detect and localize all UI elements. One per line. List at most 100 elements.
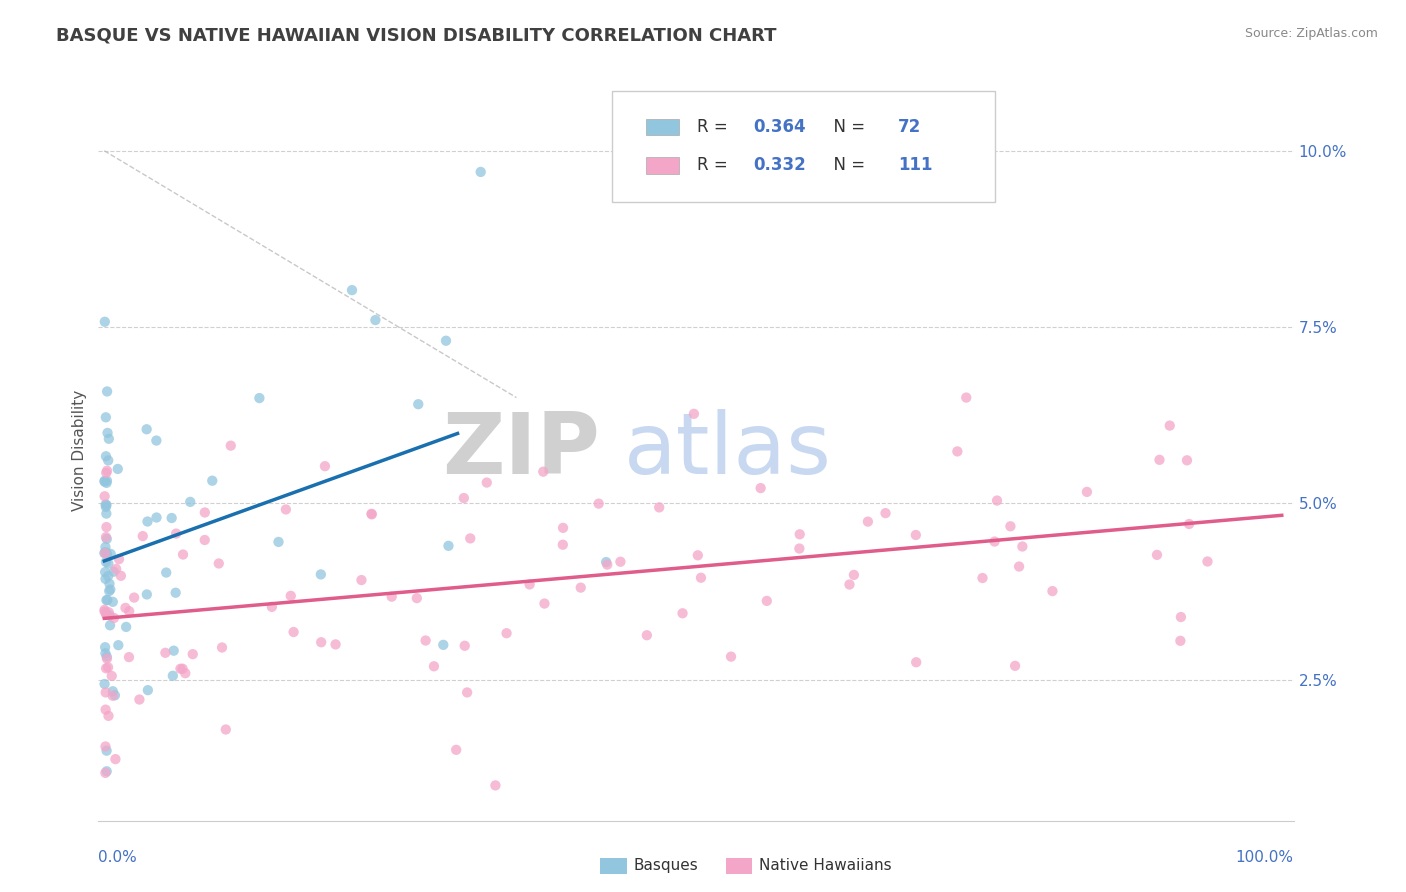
Point: [96, 507, 118, 521]
Point: [454, 639, 477, 653]
Point: [108, 552, 131, 566]
Point: [423, 659, 446, 673]
Point: [97, 605, 120, 619]
Point: [132, 529, 155, 543]
Point: [145, 510, 167, 524]
Point: [94, 315, 117, 329]
FancyBboxPatch shape: [645, 119, 679, 136]
Point: [93, 475, 115, 489]
Point: [101, 689, 124, 703]
Text: BASQUE VS NATIVE HAWAIIAN VISION DISABILITY CORRELATION CHART: BASQUE VS NATIVE HAWAIIAN VISION DISABIL…: [56, 27, 776, 45]
Point: [96, 384, 118, 399]
Point: [103, 565, 125, 579]
Point: [97, 709, 120, 723]
FancyBboxPatch shape: [600, 858, 627, 874]
Point: [96, 425, 118, 440]
Point: [749, 481, 772, 495]
Point: [1011, 540, 1033, 554]
Point: [444, 743, 467, 757]
Point: [118, 604, 141, 618]
Point: [1076, 484, 1098, 499]
Point: [93, 603, 115, 617]
Point: [145, 434, 167, 448]
Point: [172, 662, 194, 676]
Text: atlas: atlas: [624, 409, 832, 492]
Point: [96, 607, 118, 622]
Point: [1008, 559, 1031, 574]
Text: Native Hawaiians: Native Hawaiians: [759, 858, 891, 873]
Point: [97, 557, 120, 571]
Point: [165, 586, 187, 600]
Point: [94, 546, 117, 560]
Point: [96, 651, 118, 665]
Point: [856, 515, 879, 529]
Point: [94, 739, 117, 754]
Point: [93, 546, 115, 560]
Point: [128, 692, 150, 706]
Point: [470, 165, 492, 179]
Point: [671, 607, 693, 621]
Point: [96, 593, 118, 607]
Text: N =: N =: [823, 156, 870, 175]
Point: [107, 462, 129, 476]
Point: [107, 638, 129, 652]
Point: [94, 565, 117, 579]
Text: Source: ZipAtlas.com: Source: ZipAtlas.com: [1244, 27, 1378, 40]
Point: [686, 549, 709, 563]
Point: [475, 475, 498, 490]
Point: [93, 474, 115, 488]
Point: [274, 502, 297, 516]
Point: [110, 569, 132, 583]
Point: [160, 511, 183, 525]
Point: [94, 500, 117, 514]
Point: [904, 528, 927, 542]
Point: [94, 661, 117, 675]
Text: 0.364: 0.364: [754, 118, 806, 136]
Point: [432, 638, 454, 652]
Point: [484, 778, 506, 792]
Point: [94, 410, 117, 425]
Point: [1170, 610, 1192, 624]
Point: [101, 684, 124, 698]
Point: [93, 489, 115, 503]
Point: [690, 571, 713, 585]
Point: [551, 521, 574, 535]
Point: [194, 533, 217, 547]
Point: [94, 555, 117, 569]
Point: [94, 498, 117, 512]
Point: [122, 591, 145, 605]
Point: [96, 498, 118, 512]
Point: [360, 508, 382, 522]
Point: [96, 475, 118, 490]
Point: [96, 532, 118, 546]
Point: [1170, 633, 1192, 648]
FancyBboxPatch shape: [725, 858, 752, 874]
Point: [325, 637, 347, 651]
Point: [97, 660, 120, 674]
Point: [155, 566, 177, 580]
Point: [755, 594, 778, 608]
Point: [453, 491, 475, 505]
Point: [211, 640, 233, 655]
Point: [972, 571, 994, 585]
FancyBboxPatch shape: [613, 91, 995, 202]
Point: [280, 589, 302, 603]
Point: [96, 649, 118, 664]
Point: [96, 466, 118, 480]
Point: [314, 459, 336, 474]
Point: [283, 625, 305, 640]
Point: [519, 577, 541, 591]
Point: [104, 752, 127, 766]
Point: [588, 497, 610, 511]
Point: [94, 646, 117, 660]
Text: 0.0%: 0.0%: [98, 850, 138, 865]
Point: [96, 547, 118, 561]
Point: [905, 655, 928, 669]
Point: [415, 633, 437, 648]
Point: [194, 506, 217, 520]
Point: [135, 587, 157, 601]
Text: R =: R =: [697, 118, 733, 136]
Point: [94, 640, 117, 655]
Text: R =: R =: [697, 156, 733, 175]
Point: [381, 590, 404, 604]
